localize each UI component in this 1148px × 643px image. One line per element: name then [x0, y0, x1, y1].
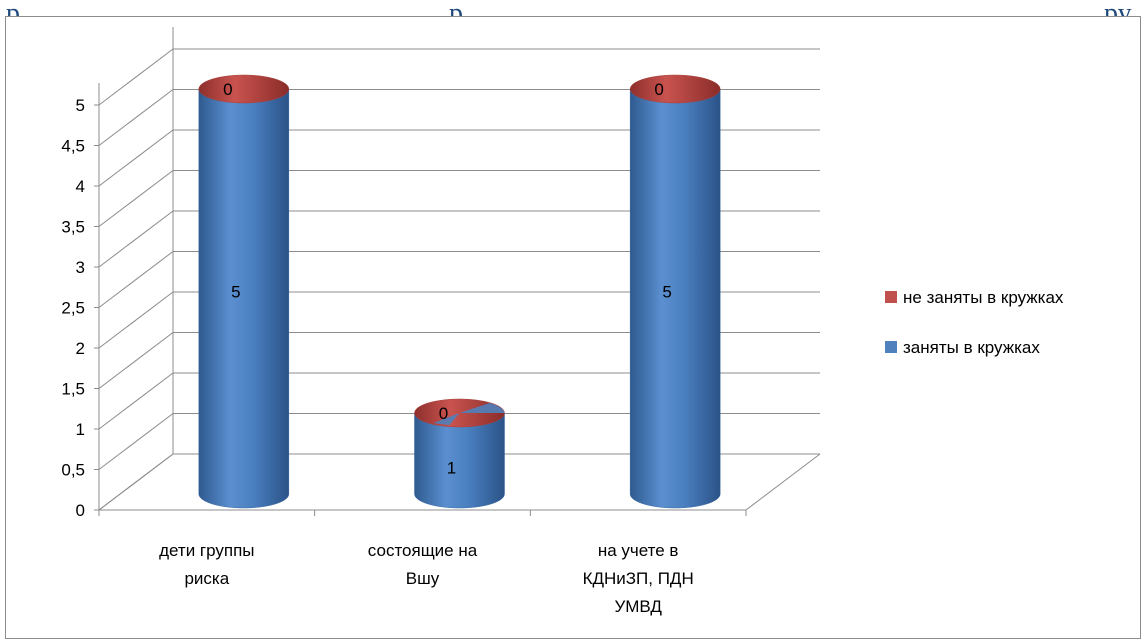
- bar-cap-wedge: [433, 413, 460, 425]
- gridline-side: [98, 372, 174, 430]
- cylinder-bar: [414, 398, 505, 509]
- axes: [94, 83, 747, 516]
- legend-swatch: [885, 291, 897, 303]
- y-tick-label: 0,5: [61, 461, 85, 480]
- data-label-value: 5: [231, 283, 240, 302]
- bar-body: [414, 412, 505, 509]
- gridline-side: [98, 251, 174, 308]
- gridline-side: [98, 129, 174, 187]
- y-tick-label: 3,5: [61, 218, 85, 237]
- gridline-side: [98, 89, 174, 146]
- bar-top-cap: [629, 74, 721, 104]
- gridline-side: [98, 210, 174, 268]
- legend-swatch: [885, 341, 897, 353]
- bar-top-cap: [198, 74, 290, 104]
- gridline-side: [98, 291, 174, 349]
- data-label-top: 0: [439, 404, 448, 423]
- x-tick-label: на учете в: [598, 541, 679, 560]
- y-tick-label: 3: [76, 258, 85, 277]
- y-tick-label: 4,5: [61, 137, 85, 156]
- cylinder-bar: [198, 74, 290, 509]
- floor-right-edge: [745, 453, 821, 511]
- legend-entry: заняты в кружках: [903, 338, 1040, 357]
- cylinder-chart: 0 0,5 1 1,5 2 2,5 3 3,5 4 4,5 5 дети группы риска со…: [61, 27, 1064, 616]
- x-tick-label: КДНиЗП, ПДН: [583, 569, 694, 588]
- y-tick-label: 5: [76, 96, 85, 115]
- data-label-top: 0: [654, 80, 663, 99]
- chart-frame: 0 0,5 1 1,5 2 2,5 3 3,5 4 4,5 5 дети группы риска со…: [5, 16, 1141, 639]
- cylinder-bar: [629, 74, 721, 509]
- legend: не заняты в кружках заняты в кружках: [885, 288, 1064, 357]
- x-tick-label: риска: [184, 569, 229, 588]
- bar-body: [198, 88, 290, 509]
- gridline-side: [98, 453, 174, 511]
- x-tick-labels: дети группы риска состоящие на Вшу на учете …: [159, 541, 694, 616]
- x-tick-label: УМВД: [614, 597, 662, 616]
- x-tick-label: Вшу: [406, 569, 440, 588]
- data-label-top: 0: [223, 80, 232, 99]
- y-tick-label: 2,5: [61, 299, 85, 318]
- gridline-side: [98, 413, 174, 470]
- y-tick-label: 1,5: [61, 380, 85, 399]
- x-tick-label: дети группы: [159, 541, 254, 560]
- bar-cap-wedge: [459, 403, 505, 413]
- y-tick-label: 1: [76, 420, 85, 439]
- y-tick-label: 0: [76, 501, 85, 520]
- gridline-side: [98, 332, 174, 389]
- data-label-value: 1: [447, 459, 456, 478]
- bars: [198, 74, 721, 509]
- bar-body: [629, 88, 721, 509]
- y-tick-labels: 0 0,5 1 1,5 2 2,5 3 3,5 4 4,5 5: [61, 96, 85, 520]
- x-tick-label: состоящие на: [368, 541, 478, 560]
- legend-entry: не заняты в кружках: [903, 288, 1064, 307]
- gridline-side: [98, 170, 174, 227]
- y-tick-label: 4: [76, 177, 85, 196]
- data-label-value: 5: [662, 283, 671, 302]
- gridline-side: [98, 48, 174, 106]
- y-tick-label: 2: [76, 339, 85, 358]
